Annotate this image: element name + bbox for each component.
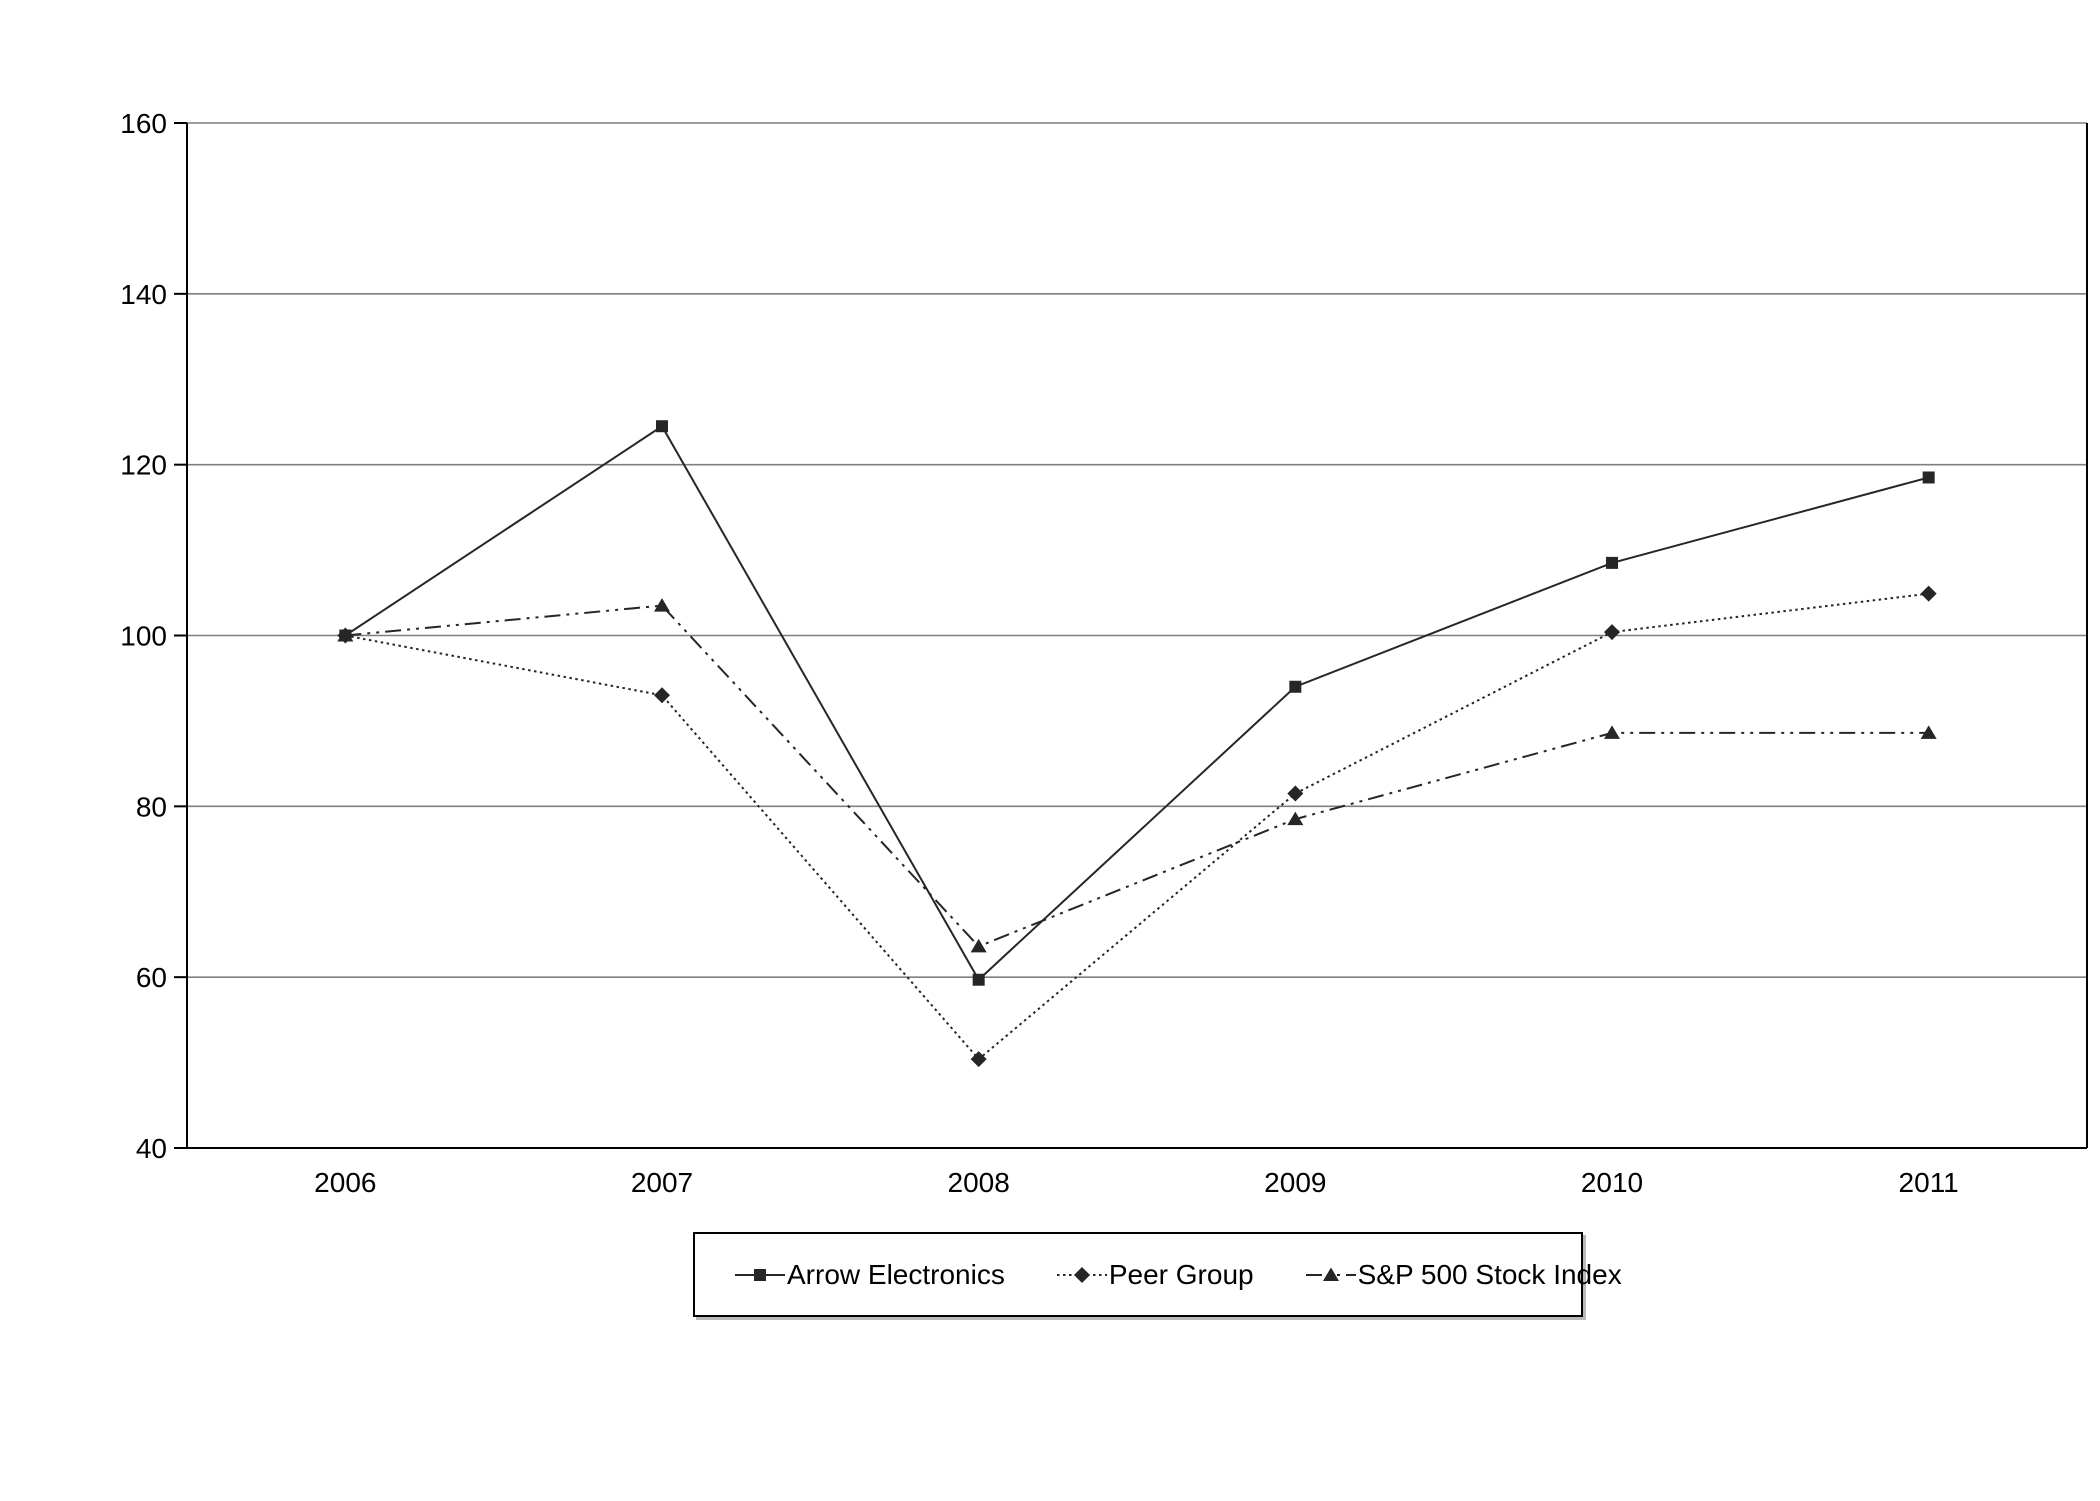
series-marker-peer-group xyxy=(1287,785,1304,802)
x-axis-label: 2008 xyxy=(948,1167,1010,1198)
series-marker-peer-group xyxy=(970,1051,987,1068)
y-axis-label: 120 xyxy=(120,450,167,481)
legend-label: Peer Group xyxy=(1108,1258,1254,1290)
x-axis-label: 2011 xyxy=(1899,1167,1959,1198)
series-marker-arrow-electronics xyxy=(656,420,668,433)
series-marker-s-p-500-stock-index xyxy=(970,938,987,953)
x-axis-label: 2010 xyxy=(1581,1167,1643,1198)
series-marker-s-p-500-stock-index xyxy=(1604,725,1620,739)
y-axis-label: 40 xyxy=(136,1133,167,1164)
series-marker-arrow-electronics xyxy=(1289,680,1302,693)
y-axis-label: 160 xyxy=(120,108,167,139)
legend-item-arrow-electronics: Arrow Electronics xyxy=(733,1258,1005,1290)
x-axis-label: 2009 xyxy=(1264,1167,1326,1198)
series-marker-s-p-500-stock-index xyxy=(654,598,670,612)
series-marker-peer-group xyxy=(1920,585,1937,602)
legend-label: Arrow Electronics xyxy=(787,1258,1005,1290)
series-marker-arrow-electronics xyxy=(1606,556,1618,569)
legend-label: S&P 500 Stock Index xyxy=(1357,1258,1622,1290)
y-axis-label: 60 xyxy=(136,962,167,993)
y-axis-label: 100 xyxy=(120,621,167,652)
legend-sample-line-diamond-icon xyxy=(1056,1266,1107,1283)
legend-sample-line-square-icon xyxy=(735,1268,785,1281)
legend-item-sp500: S&P 500 Stock Index xyxy=(1304,1258,1622,1290)
x-axis-label: 2007 xyxy=(631,1167,693,1198)
series-marker-s-p-500-stock-index xyxy=(337,628,354,642)
x-axis-label: 2006 xyxy=(314,1167,376,1198)
series-line-arrow-electronics xyxy=(344,424,1929,982)
legend-sample-marker xyxy=(754,1268,766,1281)
legend-item-peer-group: Peer Group xyxy=(1055,1258,1254,1290)
series-marker-s-p-500-stock-index xyxy=(1920,725,1937,739)
legend-sample-line-triangle-icon xyxy=(1305,1267,1356,1281)
series-marker-peer-group xyxy=(1604,624,1620,641)
legend-sample-marker xyxy=(1073,1266,1090,1283)
legend-sample-marker xyxy=(1322,1267,1339,1281)
series-marker-arrow-electronics xyxy=(972,973,985,986)
series-line-s-p-500-stock-index xyxy=(345,604,1929,948)
y-axis-label: 140 xyxy=(120,279,167,310)
series-marker-arrow-electronics xyxy=(1922,471,1935,484)
chart-legend: Arrow Electronics Peer Group S&P 500 Sto… xyxy=(693,1232,1622,1317)
series-marker-peer-group xyxy=(654,687,670,704)
series-marker-s-p-500-stock-index xyxy=(1287,811,1304,826)
series-line-peer-group xyxy=(345,592,1929,1061)
y-axis-label: 80 xyxy=(136,791,167,822)
